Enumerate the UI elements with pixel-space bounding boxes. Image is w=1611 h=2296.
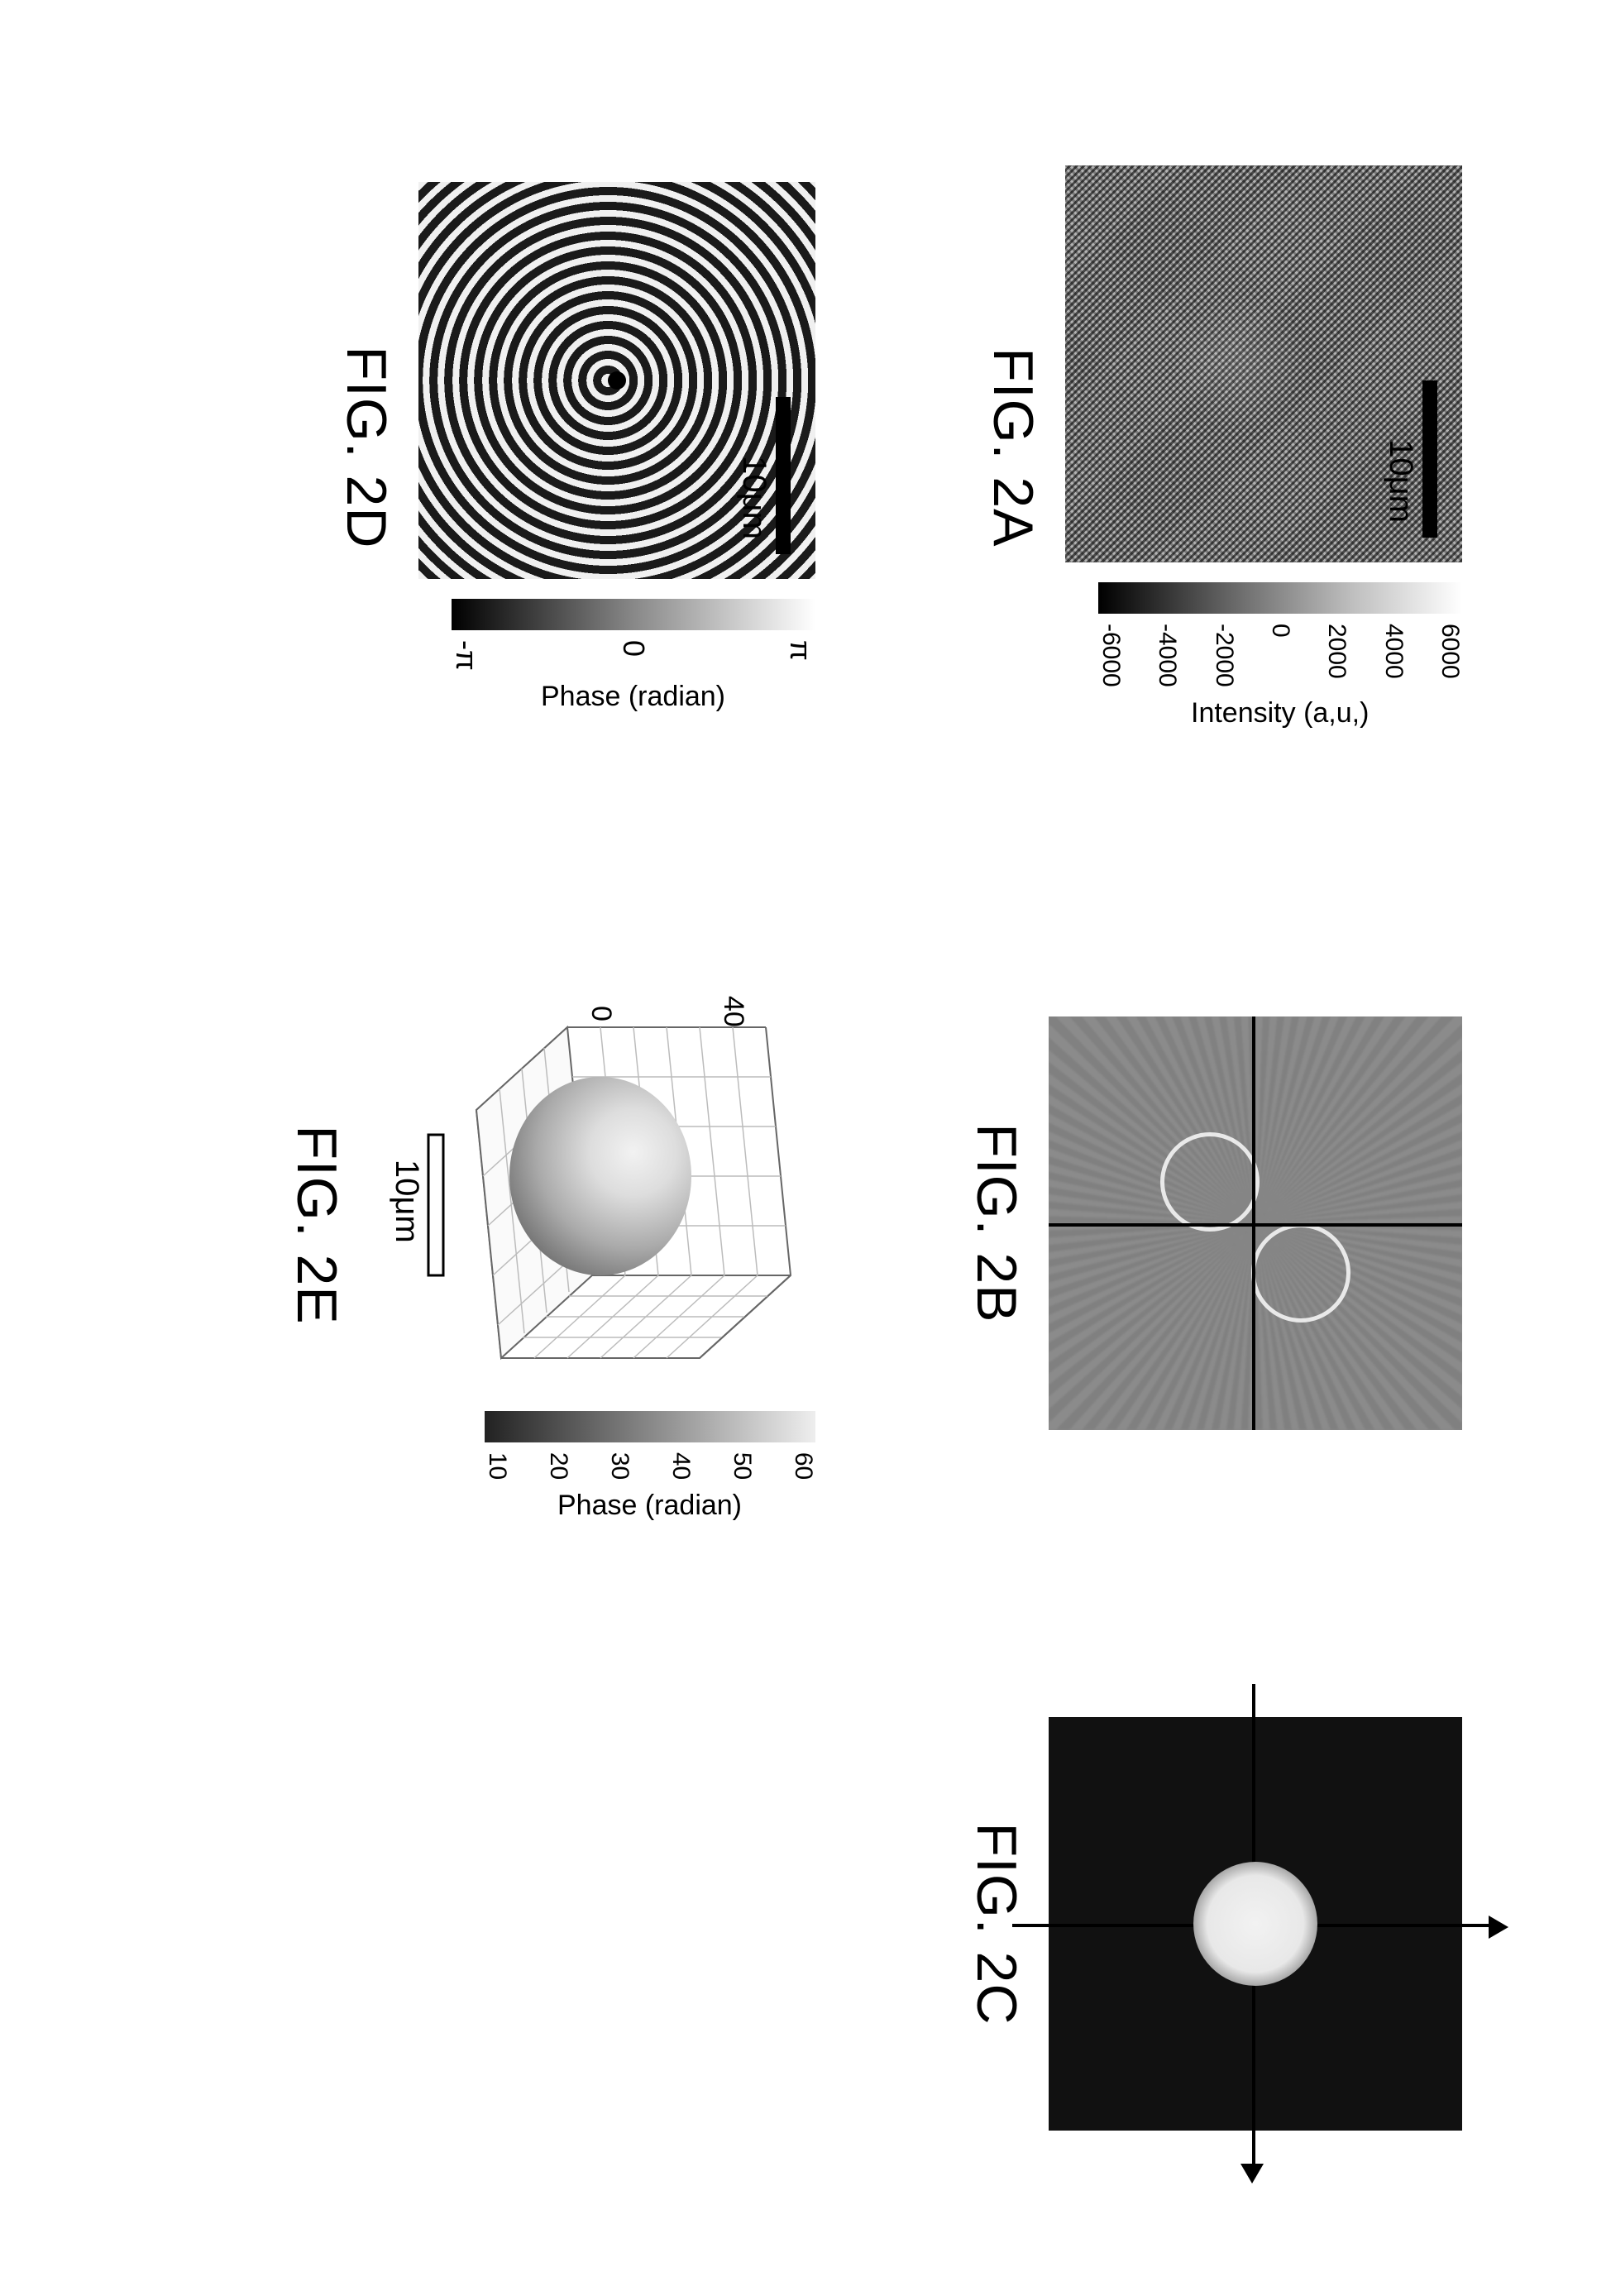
fig-2C-axis-v bbox=[1012, 1924, 1499, 1927]
fig-2B-caption: FIG. 2B bbox=[964, 1123, 1029, 1323]
fig-2B-axis-v bbox=[1049, 1223, 1462, 1227]
panel-2B: FIG. 2B bbox=[964, 1016, 1462, 1430]
fig-2A-colorbar-wrap: 6000 4000 2000 0 -2000 -4000 -6000 Inten… bbox=[1098, 582, 1462, 729]
ztick-0: 0 bbox=[586, 1006, 617, 1021]
fig-2D-caption: FIG. 2D bbox=[334, 346, 399, 548]
row-top: 10μm 6000 4000 2000 0 -2000 -4000 -6000 bbox=[964, 165, 1462, 2131]
tick: 20 bbox=[546, 1452, 571, 1480]
tick: -2000 bbox=[1212, 624, 1236, 687]
fig-2E-ticks: 60 50 40 30 20 10 bbox=[485, 1452, 815, 1480]
ztick-40: 40 bbox=[718, 996, 749, 1027]
tick: 0 bbox=[1268, 624, 1293, 687]
tick: π bbox=[786, 640, 815, 671]
fig-2E-caption: FIG. 2E bbox=[284, 1125, 349, 1324]
arrow-up-icon bbox=[1489, 1916, 1508, 1939]
fig-2D-colorbar-label: Phase (radian) bbox=[452, 681, 815, 713]
fig-2A-scalebar-label: 10μm bbox=[1382, 439, 1419, 523]
tick: 10 bbox=[485, 1452, 509, 1480]
panel-2D: 10μm π 0 -π Phase (radian) FIG. 2D bbox=[334, 182, 815, 713]
fig-2E-sphere bbox=[509, 1077, 691, 1275]
fig-2D-scalebar bbox=[776, 397, 791, 554]
arrow-right-icon bbox=[1241, 2164, 1264, 2184]
fig-2C-image bbox=[1049, 1717, 1462, 2131]
panel-2A: 10μm 6000 4000 2000 0 -2000 -4000 -6000 bbox=[981, 165, 1462, 729]
fig-2B-ring-2 bbox=[1251, 1223, 1350, 1323]
tick: -4000 bbox=[1154, 624, 1179, 687]
fig-2E-scalebar bbox=[428, 1135, 443, 1275]
tick: -π bbox=[452, 640, 481, 671]
fig-2A-image: 10μm bbox=[1065, 165, 1462, 562]
fig-2A-colorbar bbox=[1098, 582, 1462, 614]
tick: -6000 bbox=[1098, 624, 1123, 687]
panel-2C: FIG. 2C bbox=[964, 1717, 1462, 2131]
panel-2E: 40 0 10μm 60 50 40 bbox=[284, 928, 815, 1522]
fig-2A-caption: FIG. 2A bbox=[981, 347, 1045, 547]
tick: 0 bbox=[619, 640, 648, 671]
fig-2D-colorbar bbox=[452, 599, 815, 630]
figure-grid: 10μm 6000 4000 2000 0 -2000 -4000 -6000 bbox=[0, 0, 1611, 2296]
fig-2D-ticks: π 0 -π bbox=[452, 640, 815, 671]
fig-2B-ring-1 bbox=[1160, 1132, 1260, 1232]
panel-2A-imgwrap: 10μm 6000 4000 2000 0 -2000 -4000 -6000 bbox=[1065, 165, 1462, 729]
panel-2E-imgwrap: 40 0 10μm 60 50 40 bbox=[369, 928, 815, 1522]
tick: 60 bbox=[791, 1452, 815, 1480]
tick: 6000 bbox=[1437, 624, 1462, 687]
fig-2C-axis-h bbox=[1252, 1684, 1255, 2167]
tick: 40 bbox=[668, 1452, 693, 1480]
fig-2E-colorbar-wrap: 60 50 40 30 20 10 Phase (radian) bbox=[485, 1411, 815, 1522]
fig-2A-colorbar-label: Intensity (a,u,) bbox=[1098, 697, 1462, 729]
tick: 50 bbox=[729, 1452, 754, 1480]
fig-2B-image bbox=[1049, 1016, 1462, 1430]
tick: 2000 bbox=[1324, 624, 1349, 687]
fig-2E-scalebar-label: 10μm bbox=[388, 1160, 425, 1243]
panel-2D-imgwrap: 10μm π 0 -π Phase (radian) bbox=[418, 182, 815, 713]
fig-2E-3dbox: 40 0 10μm bbox=[369, 928, 815, 1391]
tick: 30 bbox=[607, 1452, 632, 1480]
row-bottom: 10μm π 0 -π Phase (radian) FIG. 2D bbox=[284, 165, 815, 2131]
fig-2D-scalebar-label: 10μm bbox=[735, 456, 772, 539]
fig-2E-colorbar bbox=[485, 1411, 815, 1442]
fig-2E-colorbar-label: Phase (radian) bbox=[485, 1490, 815, 1522]
fig-2D-image: 10μm bbox=[418, 182, 815, 579]
fig-2D-colorbar-wrap: π 0 -π Phase (radian) bbox=[452, 599, 815, 713]
tick: 4000 bbox=[1381, 624, 1406, 687]
fig-2A-scalebar bbox=[1422, 380, 1437, 538]
fig-2A-ticks: 6000 4000 2000 0 -2000 -4000 -6000 bbox=[1098, 624, 1462, 687]
